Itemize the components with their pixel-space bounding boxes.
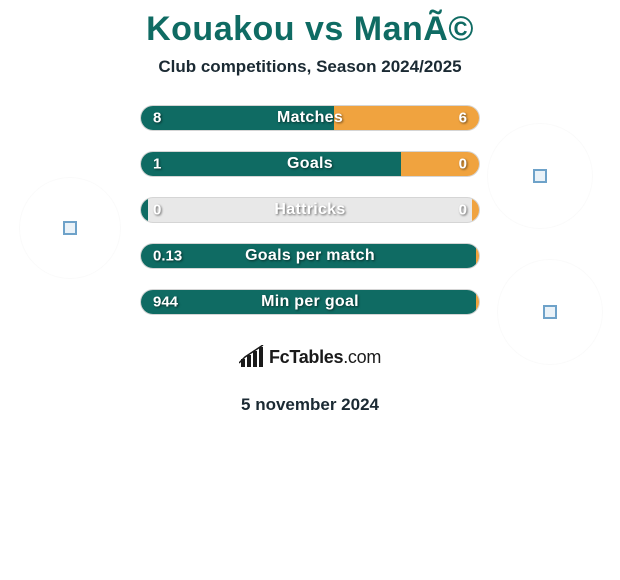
stat-label: Hattricks: [141, 201, 479, 219]
stat-bar-left: [141, 290, 476, 314]
image-placeholder-icon: [543, 305, 557, 319]
logo-text-main: FcTables: [269, 347, 343, 367]
player-avatar-right: [488, 124, 592, 228]
logo-text-suffix: .com: [343, 347, 381, 367]
stat-bar-right: [476, 244, 479, 268]
player-avatar-right: [498, 260, 602, 364]
stat-bar-left: [141, 106, 334, 130]
decorative-ellipse: [8, 125, 112, 151]
fctables-logo: FcTables.com: [202, 335, 418, 379]
stat-bar-right: [334, 106, 479, 130]
date-text: 5 november 2024: [0, 395, 620, 415]
stat-left-value: 0: [153, 202, 161, 219]
stat-right-value: 0: [459, 202, 467, 219]
stat-row: 0.13Goals per match: [140, 243, 480, 269]
logo-text: FcTables.com: [269, 347, 381, 368]
image-placeholder-icon: [533, 169, 547, 183]
stat-bar-left: [141, 152, 401, 176]
image-placeholder-icon: [63, 221, 77, 235]
stat-row: 8Matches6: [140, 105, 480, 131]
stat-bar-right: [401, 152, 479, 176]
stat-row: 0Hattricks0: [140, 197, 480, 223]
stat-bar-left: [141, 244, 476, 268]
stat-row: 944Min per goal: [140, 289, 480, 315]
stat-bar-right: [472, 198, 479, 222]
stat-bar-right: [476, 290, 479, 314]
player-avatar-left: [20, 178, 120, 278]
page-subtitle: Club competitions, Season 2024/2025: [0, 57, 620, 77]
stat-bar-left: [141, 198, 148, 222]
stat-row: 1Goals0: [140, 151, 480, 177]
page-title: Kouakou vs ManÃ©: [0, 0, 620, 49]
bar-chart-icon: [239, 345, 265, 369]
